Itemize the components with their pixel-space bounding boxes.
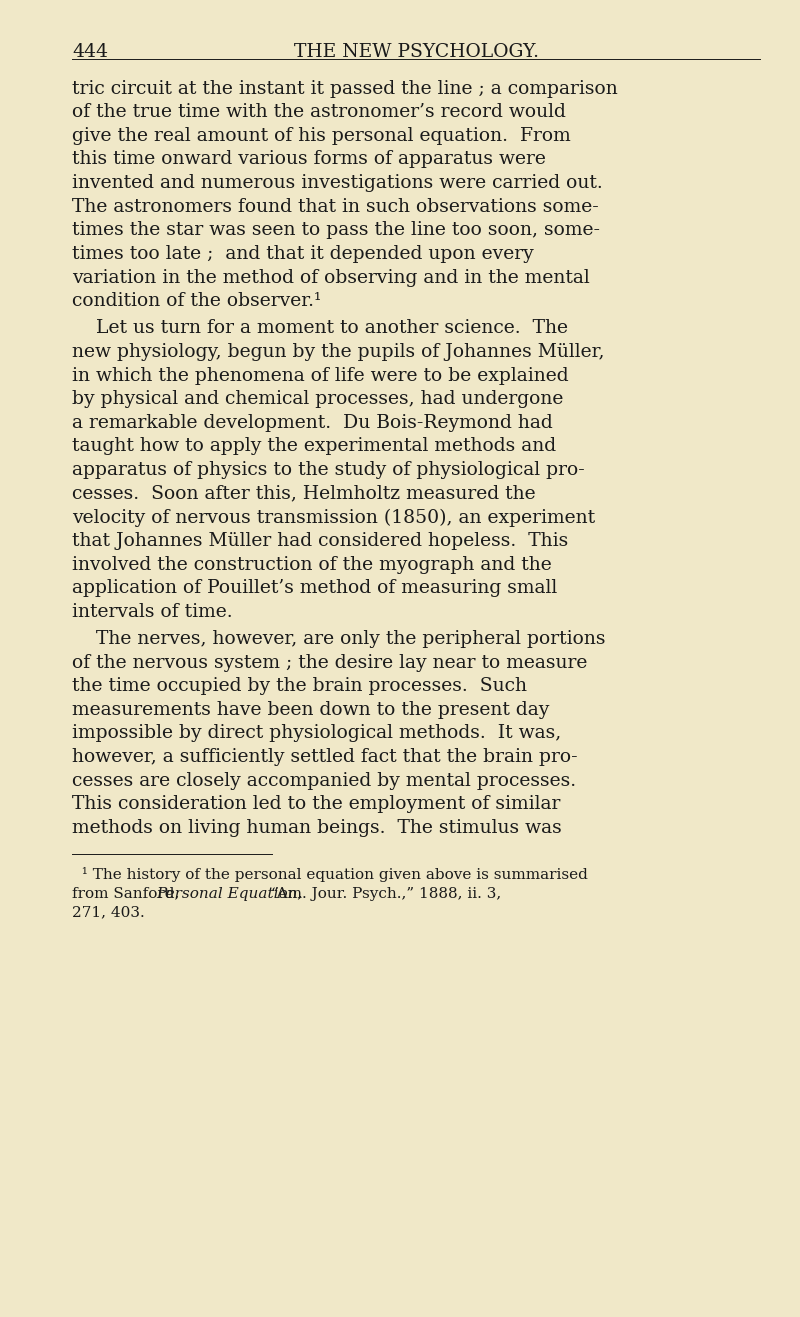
- Text: cesses.  Soon after this, Helmholtz measured the: cesses. Soon after this, Helmholtz measu…: [72, 485, 536, 503]
- Text: taught how to apply the experimental methods and: taught how to apply the experimental met…: [72, 437, 556, 456]
- Text: a remarkable development.  Du Bois-Reymond had: a remarkable development. Du Bois-Reymon…: [72, 414, 553, 432]
- Text: impossible by direct physiological methods.  It was,: impossible by direct physiological metho…: [72, 724, 562, 743]
- Text: condition of the observer.¹: condition of the observer.¹: [72, 292, 322, 309]
- Text: This consideration led to the employment of similar: This consideration led to the employment…: [72, 795, 560, 814]
- Text: this time onward various forms of apparatus were: this time onward various forms of appara…: [72, 150, 546, 169]
- Text: measurements have been down to the present day: measurements have been down to the prese…: [72, 701, 550, 719]
- Text: cesses are closely accompanied by mental processes.: cesses are closely accompanied by mental…: [72, 772, 576, 790]
- Text: give the real amount of his personal equation.  From: give the real amount of his personal equ…: [72, 126, 570, 145]
- Text: Let us turn for a moment to another science.  The: Let us turn for a moment to another scie…: [72, 319, 568, 337]
- Text: ¹ The history of the personal equation given above is summarised: ¹ The history of the personal equation g…: [72, 868, 588, 882]
- Text: invented and numerous investigations were carried out.: invented and numerous investigations wer…: [72, 174, 602, 192]
- Text: from Sanford,: from Sanford,: [72, 886, 184, 901]
- Text: The nerves, however, are only the peripheral portions: The nerves, however, are only the periph…: [72, 630, 606, 648]
- Text: “Am. Jour. Psych.,” 1888, ii. 3,: “Am. Jour. Psych.,” 1888, ii. 3,: [266, 886, 501, 901]
- Text: times too late ;  and that it depended upon every: times too late ; and that it depended up…: [72, 245, 534, 263]
- Text: 271, 403.: 271, 403.: [72, 906, 145, 919]
- Text: of the true time with the astronomer’s record would: of the true time with the astronomer’s r…: [72, 103, 566, 121]
- Text: that Johannes Müller had considered hopeless.  This: that Johannes Müller had considered hope…: [72, 532, 568, 551]
- Text: tric circuit at the instant it passed the line ; a comparison: tric circuit at the instant it passed th…: [72, 79, 618, 97]
- Text: intervals of time.: intervals of time.: [72, 603, 233, 620]
- Text: new physiology, begun by the pupils of Johannes Müller,: new physiology, begun by the pupils of J…: [72, 342, 605, 361]
- Text: the time occupied by the brain processes.  Such: the time occupied by the brain processes…: [72, 677, 527, 695]
- Text: methods on living human beings.  The stimulus was: methods on living human beings. The stim…: [72, 819, 562, 838]
- Text: times the star was seen to pass the line too soon, some-: times the star was seen to pass the line…: [72, 221, 600, 240]
- Text: 444: 444: [72, 43, 108, 62]
- Text: velocity of nervous transmission (1850), an experiment: velocity of nervous transmission (1850),…: [72, 508, 595, 527]
- Text: apparatus of physics to the study of physiological pro-: apparatus of physics to the study of phy…: [72, 461, 585, 479]
- Text: THE NEW PSYCHOLOGY.: THE NEW PSYCHOLOGY.: [294, 43, 538, 62]
- Text: Personal Equation,: Personal Equation,: [157, 886, 303, 901]
- Text: The astronomers found that in such observations some-: The astronomers found that in such obser…: [72, 198, 598, 216]
- Text: however, a sufficiently settled fact that the brain pro-: however, a sufficiently settled fact tha…: [72, 748, 578, 766]
- Text: in which the phenomena of life were to be explained: in which the phenomena of life were to b…: [72, 366, 569, 385]
- Text: variation in the method of observing and in the mental: variation in the method of observing and…: [72, 269, 590, 287]
- Text: application of Pouillet’s method of measuring small: application of Pouillet’s method of meas…: [72, 579, 558, 597]
- Text: of the nervous system ; the desire lay near to measure: of the nervous system ; the desire lay n…: [72, 653, 587, 672]
- Text: by physical and chemical processes, had undergone: by physical and chemical processes, had …: [72, 390, 563, 408]
- Text: involved the construction of the myograph and the: involved the construction of the myograp…: [72, 556, 552, 574]
